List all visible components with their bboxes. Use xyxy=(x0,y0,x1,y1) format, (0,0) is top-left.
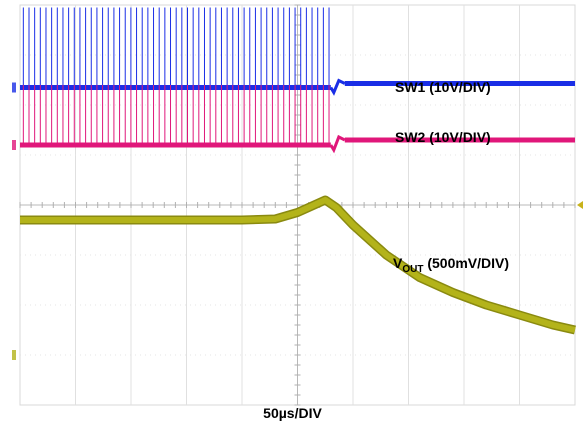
sw2-trace-pulses xyxy=(22,85,330,145)
sw2-label: SW2 (10V/DIV) xyxy=(395,129,491,145)
sw1-ground-marker xyxy=(12,82,16,93)
vout-trace xyxy=(20,197,576,333)
sw1-label: SW1 (10V/DIV) xyxy=(395,79,491,95)
vout-label-subscript: OUT xyxy=(402,264,423,275)
graticule xyxy=(19,4,576,406)
vout-label: VOUT (500mV/DIV) xyxy=(393,255,509,275)
trigger-level-marker xyxy=(577,201,583,209)
traces xyxy=(20,7,576,335)
sw1-trace-transient xyxy=(329,78,346,96)
sw2-ground-marker xyxy=(12,140,16,150)
sw2-trace-transient xyxy=(329,134,346,154)
vout-label-main: V xyxy=(393,255,403,271)
sw1-trace-pulses xyxy=(22,7,330,88)
channel-markers xyxy=(12,82,583,360)
vout-label-scale: (500mV/DIV) xyxy=(423,255,509,271)
vout-ground-marker xyxy=(12,350,16,360)
timebase-label: 50µs/DIV xyxy=(263,405,322,421)
